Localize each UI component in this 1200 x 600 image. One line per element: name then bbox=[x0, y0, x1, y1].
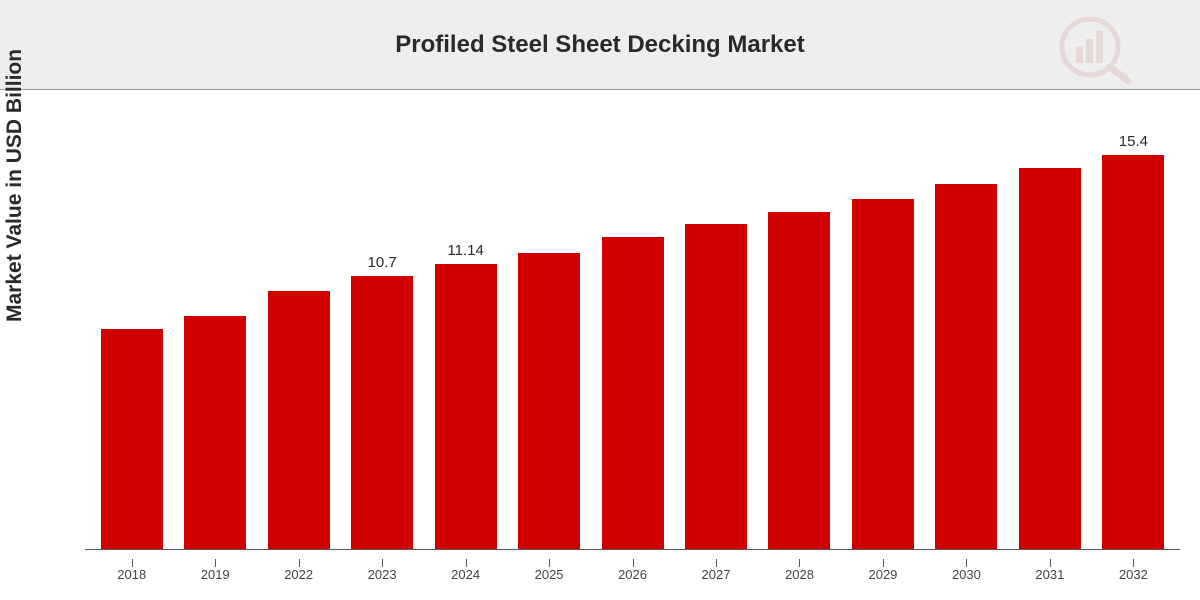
bar bbox=[101, 329, 163, 549]
bar bbox=[268, 291, 330, 549]
bar bbox=[602, 237, 664, 549]
plot-area: 10.711.1415.4 bbox=[85, 90, 1180, 550]
bar-value-label: 10.7 bbox=[368, 254, 397, 271]
bar-group bbox=[591, 237, 674, 549]
x-axis-tick-label: 2032 bbox=[1092, 567, 1175, 582]
x-axis-tick bbox=[1133, 559, 1134, 567]
bar bbox=[685, 224, 747, 549]
bar-group: 11.14 bbox=[424, 264, 507, 549]
chart-container: Profiled Steel Sheet Decking Market Mark… bbox=[0, 0, 1200, 600]
bar-group bbox=[674, 224, 757, 549]
x-axis-tick-label: 2031 bbox=[1008, 567, 1091, 582]
x-axis-tick bbox=[549, 559, 550, 567]
x-axis-tick-label: 2030 bbox=[925, 567, 1008, 582]
bars-container: 10.711.1415.4 bbox=[85, 90, 1180, 550]
x-axis-tick bbox=[1050, 559, 1051, 567]
x-axis-tick bbox=[799, 559, 800, 567]
x-axis-tick bbox=[883, 559, 884, 567]
x-axis-tick-label: 2023 bbox=[340, 567, 423, 582]
bar-group bbox=[758, 212, 841, 549]
x-axis-tick bbox=[382, 559, 383, 567]
bar bbox=[1019, 168, 1081, 549]
bar-group bbox=[173, 316, 256, 549]
bar bbox=[518, 253, 580, 549]
x-axis-tick-label: 2022 bbox=[257, 567, 340, 582]
x-axis-tick bbox=[132, 559, 133, 567]
title-area: Profiled Steel Sheet Decking Market bbox=[0, 0, 1200, 90]
bar-group: 10.7 bbox=[340, 276, 423, 549]
x-axis-tick-label: 2025 bbox=[507, 567, 590, 582]
y-axis-label: Market Value in USD Billion bbox=[3, 49, 27, 322]
x-axis-tick-label: 2029 bbox=[841, 567, 924, 582]
x-axis-labels: 2018201920222023202420252026202720282029… bbox=[85, 567, 1180, 582]
bar bbox=[852, 199, 914, 549]
chart-title: Profiled Steel Sheet Decking Market bbox=[395, 31, 804, 59]
x-axis-tick bbox=[966, 559, 967, 567]
x-axis-tick-label: 2019 bbox=[173, 567, 256, 582]
x-axis-tick bbox=[466, 559, 467, 567]
x-axis-tick bbox=[716, 559, 717, 567]
bar-value-label: 11.14 bbox=[447, 242, 483, 259]
bar-group bbox=[90, 329, 173, 549]
watermark-logo-icon bbox=[1050, 15, 1140, 90]
x-axis-tick-label: 2028 bbox=[758, 567, 841, 582]
bar-group: 15.4 bbox=[1092, 155, 1175, 549]
bar-group bbox=[507, 253, 590, 549]
bar-group bbox=[1008, 168, 1091, 549]
x-axis-tick bbox=[299, 559, 300, 567]
x-axis-tick-label: 2026 bbox=[591, 567, 674, 582]
bar-group bbox=[841, 199, 924, 549]
bar bbox=[768, 212, 830, 549]
x-axis-tick-label: 2024 bbox=[424, 567, 507, 582]
x-axis-tick bbox=[215, 559, 216, 567]
x-axis-tick-label: 2018 bbox=[90, 567, 173, 582]
x-axis-tick bbox=[633, 559, 634, 567]
x-axis-tick-label: 2027 bbox=[674, 567, 757, 582]
bar bbox=[935, 184, 997, 549]
bar-group bbox=[925, 184, 1008, 549]
bar-group bbox=[257, 291, 340, 549]
bar-value-label: 15.4 bbox=[1119, 133, 1148, 150]
bar bbox=[184, 316, 246, 549]
